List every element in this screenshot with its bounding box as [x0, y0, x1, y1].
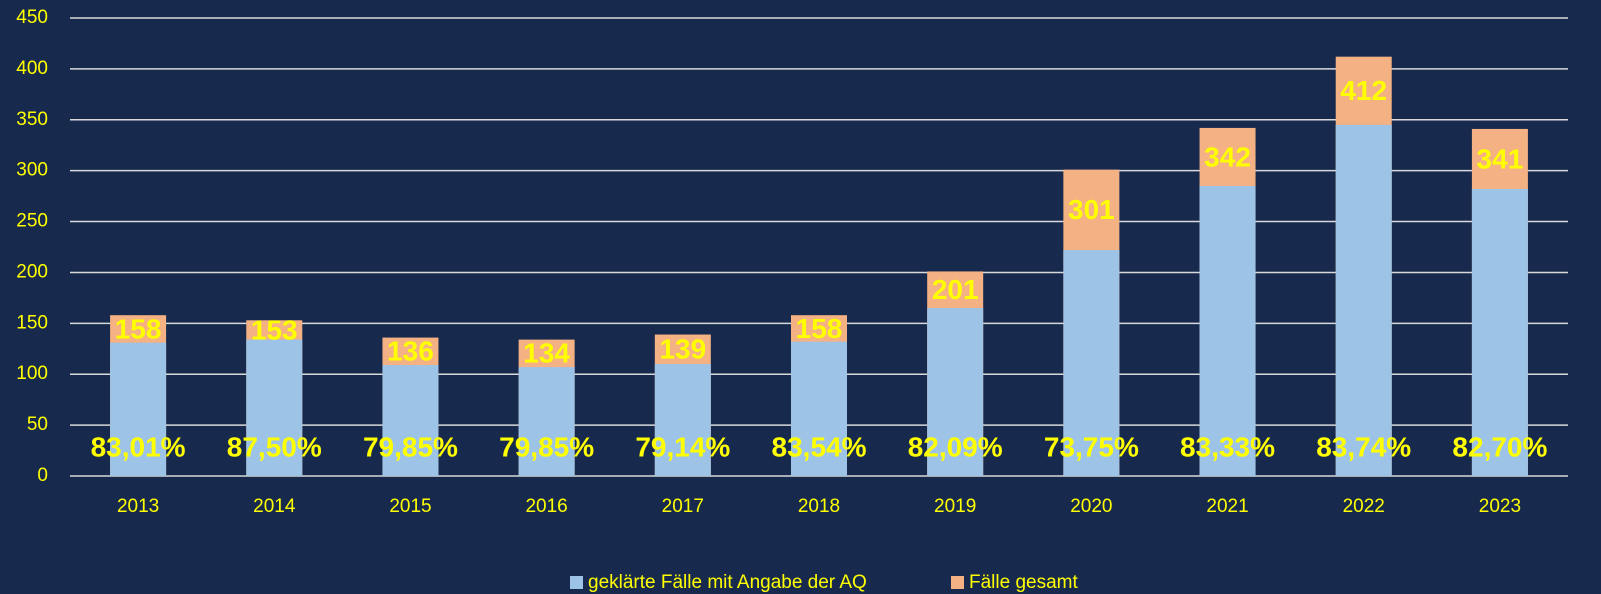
rate-label: 83,33% — [1180, 431, 1275, 462]
x-tick-label: 2013 — [117, 496, 159, 517]
bar — [1471, 188, 1528, 476]
value-label: 139 — [659, 334, 706, 365]
y-tick-label: 350 — [16, 109, 48, 130]
y-tick-label: 250 — [16, 211, 48, 232]
bar — [927, 308, 984, 476]
x-tick-label: 2020 — [1070, 496, 1112, 517]
rate-label: 79,85% — [363, 431, 458, 462]
x-tick-label: 2021 — [1206, 496, 1248, 517]
bar — [1063, 250, 1120, 476]
y-tick-label: 50 — [27, 414, 48, 435]
bar — [1199, 185, 1256, 476]
bar — [382, 365, 439, 476]
rate-label: 73,75% — [1044, 431, 1139, 462]
rate-label: 82,09% — [908, 431, 1003, 462]
bar — [518, 367, 575, 476]
x-tick-label: 2016 — [525, 496, 567, 517]
y-tick-label: 400 — [16, 58, 48, 79]
legend-swatch — [570, 576, 583, 589]
value-label: 158 — [115, 313, 162, 344]
y-tick-label: 200 — [16, 261, 48, 282]
rate-label: 83,74% — [1316, 431, 1411, 462]
y-tick-label: 150 — [16, 312, 48, 333]
value-label: 158 — [796, 313, 843, 344]
y-tick-label: 100 — [16, 363, 48, 384]
value-label: 301 — [1068, 194, 1115, 225]
legend-label: Fälle gesamt — [969, 572, 1078, 593]
x-tick-label: 2017 — [662, 496, 704, 517]
y-tick-label: 0 — [37, 465, 48, 486]
value-label: 134 — [523, 338, 570, 369]
value-label: 201 — [932, 274, 979, 305]
legend-label: geklärte Fälle mit Angabe der AQ — [588, 572, 867, 593]
value-label: 342 — [1204, 141, 1251, 172]
bar — [110, 342, 167, 476]
y-tick-label: 300 — [16, 160, 48, 181]
bar — [1335, 124, 1392, 476]
rate-label: 79,85% — [499, 431, 594, 462]
value-label: 412 — [1340, 75, 1387, 106]
x-tick-label: 2019 — [934, 496, 976, 517]
legend-swatch — [951, 576, 964, 589]
x-tick-label: 2015 — [389, 496, 431, 517]
x-tick-label: 2023 — [1479, 496, 1521, 517]
value-label: 341 — [1477, 143, 1524, 174]
value-label: 153 — [251, 314, 298, 345]
x-tick-label: 2018 — [798, 496, 840, 517]
value-label: 136 — [387, 336, 434, 367]
bar — [654, 364, 711, 476]
rate-label: 83,54% — [772, 431, 867, 462]
bar — [246, 339, 303, 476]
x-tick-label: 2022 — [1343, 496, 1385, 517]
bar — [791, 341, 847, 476]
y-tick-label: 450 — [16, 7, 48, 28]
x-tick-label: 2014 — [253, 496, 296, 517]
rate-label: 87,50% — [227, 431, 322, 462]
rate-label: 79,14% — [635, 431, 730, 462]
rate-label: 82,70% — [1452, 431, 1547, 462]
rate-label: 83,01% — [91, 431, 186, 462]
